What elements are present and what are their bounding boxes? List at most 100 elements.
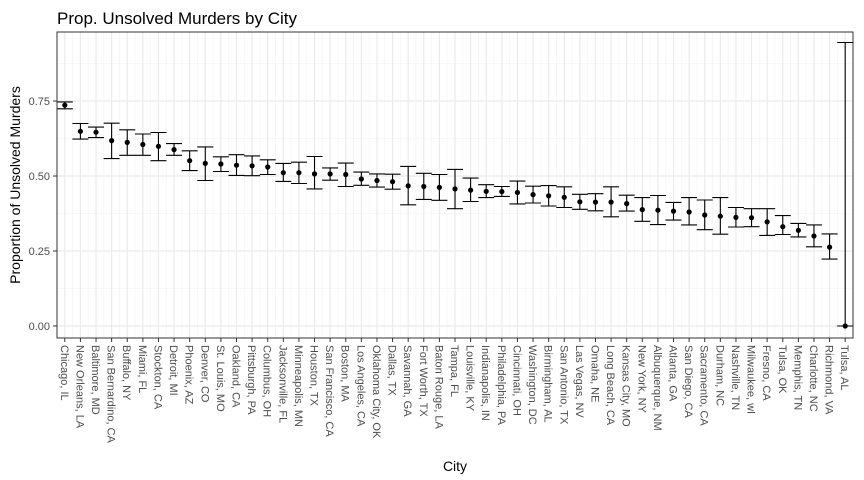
x-tick-label: Nashville, TN — [729, 345, 741, 410]
data-point — [499, 189, 505, 195]
data-point — [62, 102, 68, 108]
data-point — [764, 219, 770, 225]
data-point — [421, 183, 427, 190]
data-point — [826, 244, 833, 250]
data-point — [405, 183, 411, 189]
x-tick-label: San Antonio, TX — [557, 345, 569, 425]
data-point — [374, 177, 380, 184]
data-point — [686, 209, 692, 215]
x-axis: Chicago, IL New Orleans, LA Baltimore, MD S… — [58, 338, 850, 443]
y-tick-label: 0.50 — [29, 171, 50, 183]
x-tick-label: San Diego, CA — [682, 345, 694, 418]
y-tick-label: 0.00 — [29, 321, 50, 333]
data-point — [655, 207, 661, 213]
x-tick-label: Baton Rouge, LA — [432, 345, 444, 429]
x-tick-label: San Francisco, CA — [323, 345, 335, 437]
data-point — [733, 214, 739, 220]
x-tick-label: Boston, MA — [339, 345, 351, 403]
data-point — [93, 129, 99, 135]
x-tick-label: Charlotte, NC — [807, 345, 819, 412]
data-point — [780, 224, 786, 230]
data-point — [218, 161, 224, 167]
x-axis-title: City — [443, 458, 467, 474]
x-tick-label: Savannah, GA — [401, 345, 413, 417]
x-tick-label: Cincinnati, OH — [510, 345, 522, 416]
data-point — [155, 143, 162, 149]
x-tick-label: Oakland, CA — [229, 345, 241, 408]
x-tick-label: Las Vegas, NV — [573, 345, 585, 418]
x-tick-label: Fort Worth, TX — [417, 345, 429, 417]
data-point — [436, 184, 442, 190]
x-tick-label: Tulsa, AL — [838, 345, 850, 390]
x-tick-label: Birmingham, AL — [542, 345, 554, 423]
x-tick-label: Baltimore, MD — [89, 345, 101, 415]
x-tick-label: Dallas, TX — [386, 345, 398, 396]
x-tick-label: Tulsa, OK — [776, 345, 788, 394]
data-point — [608, 199, 614, 205]
data-point — [202, 160, 208, 166]
data-point — [327, 171, 333, 177]
data-point — [280, 170, 286, 176]
data-point — [77, 128, 84, 134]
y-tick-label: 0.75 — [29, 96, 50, 108]
data-point — [389, 179, 396, 185]
x-tick-label: Fresno, CA — [760, 345, 772, 401]
x-tick-label: New Orleans, LA — [73, 345, 85, 429]
x-tick-label: Louisville, KY — [464, 345, 476, 412]
data-point — [296, 170, 302, 176]
data-point — [530, 192, 536, 198]
x-tick-label: Stockton, CA — [151, 345, 163, 410]
data-point — [171, 147, 177, 153]
data-point — [514, 189, 521, 196]
x-tick-label: Omaha, NE — [588, 345, 600, 402]
data-point — [187, 158, 193, 164]
x-tick-label: St. Louis, MO — [214, 345, 226, 412]
x-tick-label: Pittsburgh, PA — [245, 345, 257, 415]
data-point — [842, 323, 848, 329]
x-tick-label: Atlanta, GA — [667, 345, 679, 402]
data-point — [717, 213, 723, 219]
x-tick-label: Long Beach, CA — [604, 345, 616, 426]
x-tick-label: Indianapolis, IN — [479, 345, 491, 421]
data-point — [265, 164, 271, 170]
chart-title: Prop. Unsolved Murders by City — [57, 9, 297, 28]
data-point — [561, 194, 567, 200]
data-point — [811, 233, 817, 239]
data-point — [592, 199, 599, 205]
x-tick-label: Phoenix, AZ — [183, 345, 195, 405]
x-tick-label: Albuquerque, NM — [651, 345, 663, 431]
y-axis: 0.00 0.25 0.50 0.75 — [29, 96, 57, 333]
data-point — [577, 199, 583, 205]
data-point — [311, 171, 318, 177]
data-points — [62, 102, 848, 329]
x-tick-label: Minneapolis, MN — [292, 345, 304, 427]
x-tick-label: Jacksonville, FL — [276, 345, 288, 423]
data-point — [140, 141, 146, 148]
data-point — [702, 212, 708, 218]
x-tick-label: Philadelphia, PA — [495, 345, 507, 426]
x-tick-label: Sacramento, CA — [698, 345, 710, 426]
data-point — [639, 207, 645, 213]
data-point — [748, 215, 755, 221]
data-point — [109, 138, 115, 144]
x-tick-label: New York, NY — [635, 345, 647, 414]
data-point — [795, 227, 801, 233]
x-tick-label: Columbus, OH — [261, 345, 273, 417]
data-point — [249, 163, 255, 169]
x-tick-label: Detroit, MI — [167, 345, 179, 396]
data-point — [124, 139, 130, 145]
x-tick-label: Miami, FL — [136, 345, 148, 393]
data-point — [343, 171, 349, 178]
data-point — [468, 187, 474, 193]
data-point — [483, 188, 489, 194]
x-tick-label: Tampa, FL — [448, 345, 460, 397]
data-point — [624, 201, 630, 207]
x-tick-label: Los Angeles, CA — [354, 345, 366, 427]
x-tick-label: Durham, NC — [713, 345, 725, 406]
x-tick-label: Buffalo, NY — [120, 345, 132, 401]
x-tick-label: Richmond, VA — [823, 345, 835, 415]
data-point — [546, 193, 552, 199]
x-tick-label: Washington, DC — [526, 345, 538, 425]
x-tick-label: Denver, CO — [198, 345, 210, 403]
data-point — [233, 162, 240, 168]
